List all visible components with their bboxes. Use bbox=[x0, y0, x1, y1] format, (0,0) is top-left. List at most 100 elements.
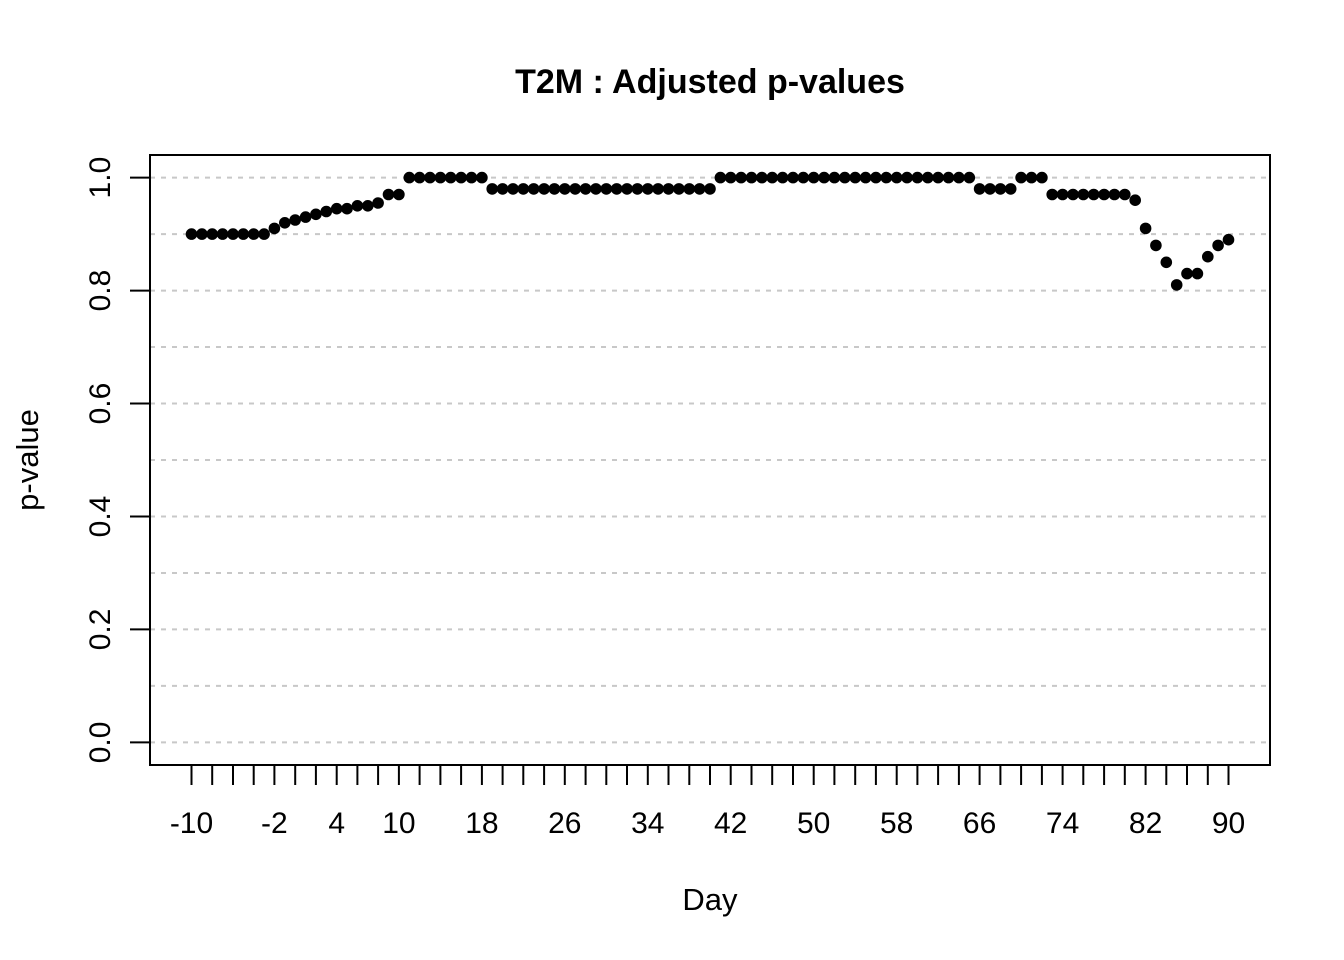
data-point bbox=[289, 214, 302, 226]
data-point bbox=[538, 183, 550, 195]
data-point bbox=[362, 200, 374, 212]
data-point bbox=[880, 171, 893, 184]
data-point bbox=[1004, 183, 1017, 195]
data-point bbox=[227, 228, 239, 240]
x-tick-label: 10 bbox=[382, 807, 415, 840]
data-point bbox=[465, 171, 478, 184]
data-point bbox=[1025, 171, 1038, 184]
data-point bbox=[1119, 188, 1131, 201]
data-point bbox=[818, 171, 830, 184]
data-point bbox=[673, 183, 685, 195]
data-point bbox=[206, 228, 218, 240]
x-tick-label: 26 bbox=[548, 807, 581, 840]
data-point bbox=[1222, 233, 1235, 246]
axis-tick-layer bbox=[130, 176, 1230, 785]
plot-border-box bbox=[149, 154, 1271, 766]
data-point bbox=[911, 171, 924, 184]
data-point bbox=[1181, 267, 1193, 280]
x-tick-label: 82 bbox=[1129, 807, 1162, 840]
data-point bbox=[932, 171, 944, 184]
x-tick-label: 34 bbox=[631, 807, 664, 840]
data-point bbox=[766, 171, 778, 184]
data-point bbox=[247, 228, 260, 240]
data-point bbox=[756, 171, 768, 184]
data-point bbox=[424, 171, 436, 184]
data-point bbox=[1202, 250, 1214, 263]
data-point bbox=[1087, 188, 1100, 201]
y-tick-label: 1.0 bbox=[84, 157, 117, 199]
x-tick-label: 90 bbox=[1212, 807, 1245, 840]
data-point bbox=[237, 228, 250, 240]
data-point bbox=[724, 171, 737, 184]
data-point bbox=[486, 183, 499, 195]
data-point bbox=[1139, 222, 1152, 235]
data-point bbox=[527, 183, 540, 195]
data-point bbox=[393, 188, 405, 201]
data-point bbox=[631, 183, 644, 195]
data-point bbox=[1067, 188, 1079, 201]
data-point bbox=[807, 171, 820, 184]
y-tick-label: 0.4 bbox=[84, 496, 117, 538]
data-point bbox=[1160, 256, 1173, 269]
data-point bbox=[693, 183, 706, 195]
data-point bbox=[984, 183, 996, 195]
data-point bbox=[1056, 188, 1069, 201]
x-tick-label: 50 bbox=[797, 807, 830, 840]
x-tick-label: 74 bbox=[1046, 807, 1079, 840]
data-point bbox=[787, 171, 799, 184]
data-point bbox=[704, 183, 716, 195]
data-point bbox=[839, 171, 851, 184]
y-tick-label: 0.2 bbox=[84, 609, 117, 651]
data-point bbox=[683, 183, 696, 195]
x-tick-label: 42 bbox=[714, 807, 747, 840]
data-point bbox=[1170, 279, 1183, 291]
data-point bbox=[642, 183, 654, 195]
data-point bbox=[1150, 239, 1162, 252]
data-point bbox=[1015, 171, 1027, 184]
x-axis-title: Day bbox=[682, 882, 738, 917]
data-point bbox=[859, 171, 872, 184]
data-point bbox=[953, 171, 965, 184]
data-point bbox=[258, 228, 270, 240]
data-point bbox=[890, 171, 903, 184]
data-point bbox=[662, 183, 675, 195]
data-point bbox=[973, 183, 986, 195]
data-point bbox=[994, 183, 1007, 195]
data-point bbox=[652, 183, 664, 195]
data-point bbox=[579, 183, 592, 195]
data-point bbox=[548, 183, 561, 195]
gridline-layer bbox=[150, 176, 1270, 744]
data-point bbox=[299, 211, 312, 223]
chart-title: T2M : Adjusted p-values bbox=[515, 63, 905, 101]
y-axis-title: p-value bbox=[10, 409, 45, 511]
data-point bbox=[279, 217, 291, 229]
x-tick-label: 4 bbox=[328, 807, 345, 840]
x-tick-label: -10 bbox=[170, 807, 213, 840]
data-point bbox=[849, 171, 861, 184]
data-point bbox=[1129, 194, 1141, 206]
x-tick-label: 58 bbox=[880, 807, 913, 840]
axis-tick-label-layer: -10 -2 4 10 18 26 34 42 50 58 66 74 82 90 0.0 0.2 0.4 0.6… bbox=[84, 157, 1245, 840]
x-tick-label: 66 bbox=[963, 807, 996, 840]
data-point-layer bbox=[185, 171, 1235, 291]
data-point bbox=[351, 200, 364, 212]
y-tick-label: 0.0 bbox=[84, 722, 117, 764]
data-point bbox=[735, 171, 747, 184]
x-tick-label: 18 bbox=[465, 807, 498, 840]
data-point bbox=[714, 171, 727, 184]
data-point bbox=[569, 183, 581, 195]
data-point bbox=[476, 171, 488, 184]
x-tick-label: -2 bbox=[261, 807, 288, 840]
data-point bbox=[268, 222, 281, 235]
data-point bbox=[1077, 188, 1090, 201]
data-point bbox=[372, 197, 384, 209]
data-point bbox=[922, 171, 934, 184]
data-point bbox=[413, 171, 426, 184]
data-point bbox=[434, 171, 447, 184]
data-point bbox=[310, 208, 322, 221]
data-point bbox=[901, 171, 913, 184]
data-point bbox=[444, 171, 457, 184]
data-point bbox=[185, 228, 198, 240]
